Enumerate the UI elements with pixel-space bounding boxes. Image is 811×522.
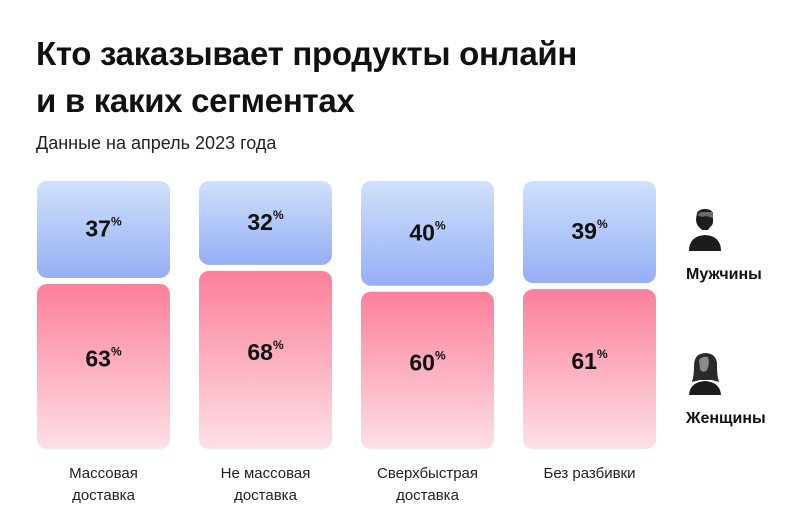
bar-women-1 (37, 283, 170, 449)
data-label-men-3: 40% (409, 219, 446, 246)
data-label-women-3: 60% (409, 349, 446, 376)
bar-men-3 (361, 181, 494, 286)
woman-icon (689, 353, 721, 395)
legend-label-women: Женщины (686, 410, 766, 427)
legend-women: Женщины (686, 352, 766, 428)
data-label-women-4: 61% (571, 347, 608, 374)
category-label-1: Массовая доставка (69, 465, 138, 504)
category-label-3: Сверхбыстрая доставка (377, 465, 478, 504)
chart-subtitle: Данные на апрель 2023 года (36, 133, 277, 153)
chart-title: Кто заказывает продукты онлайн и в каких… (36, 30, 656, 124)
data-label-women-2: 68% (247, 338, 284, 365)
man-icon (689, 209, 721, 251)
category-label-4: Без разбивки (543, 465, 635, 482)
bar-men-1 (37, 181, 170, 278)
legend-label-men: Мужчины (686, 266, 762, 283)
legend-men: Мужчины (686, 208, 762, 284)
chart-title-line-2: и в каких сегментах (36, 82, 355, 119)
data-label-men-2: 32% (247, 208, 284, 235)
bar-women-4 (523, 289, 656, 449)
bar-women-2 (199, 270, 332, 449)
data-label-women-1: 63% (85, 345, 122, 372)
bar-men-4 (523, 181, 656, 284)
data-label-men-1: 37% (85, 215, 122, 242)
category-label-2: Не массовая доставка (221, 465, 311, 504)
bar-men-2 (199, 181, 332, 265)
bar-women-3 (361, 291, 494, 449)
chart-title-line-1: Кто заказывает продукты онлайн (36, 35, 577, 72)
data-label-men-4: 39% (571, 217, 608, 244)
